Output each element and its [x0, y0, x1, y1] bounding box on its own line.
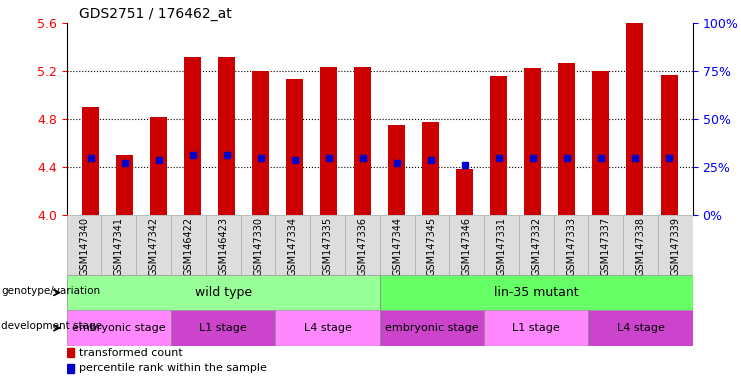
- Text: GSM147339: GSM147339: [671, 217, 680, 276]
- Bar: [345, 215, 379, 275]
- Bar: [67, 364, 74, 372]
- Text: L1 stage: L1 stage: [199, 323, 247, 333]
- Bar: [82, 108, 99, 215]
- Text: GSM147340: GSM147340: [79, 217, 89, 276]
- Bar: [525, 68, 542, 215]
- Bar: [310, 215, 345, 275]
- Text: wild type: wild type: [195, 286, 252, 299]
- Bar: [379, 275, 693, 310]
- Text: GSM147346: GSM147346: [462, 217, 472, 276]
- Bar: [206, 215, 241, 275]
- Text: transformed count: transformed count: [79, 348, 182, 358]
- Text: GSM147330: GSM147330: [253, 217, 263, 276]
- Bar: [660, 75, 677, 215]
- Bar: [67, 275, 379, 310]
- Text: GSM146422: GSM146422: [184, 217, 193, 276]
- Bar: [102, 215, 136, 275]
- Text: GSM147338: GSM147338: [636, 217, 645, 276]
- Bar: [623, 215, 658, 275]
- Text: L4 stage: L4 stage: [617, 323, 665, 333]
- Text: GSM147337: GSM147337: [601, 217, 611, 276]
- Bar: [354, 66, 371, 215]
- Bar: [320, 66, 337, 215]
- Bar: [184, 57, 201, 215]
- Bar: [491, 76, 508, 215]
- Bar: [241, 215, 276, 275]
- Bar: [252, 71, 269, 215]
- Bar: [422, 122, 439, 215]
- Text: GSM147342: GSM147342: [149, 217, 159, 276]
- Text: GSM147335: GSM147335: [322, 217, 333, 276]
- Bar: [484, 310, 588, 346]
- Bar: [171, 215, 206, 275]
- Text: embryonic stage: embryonic stage: [385, 323, 479, 333]
- Text: development stage: development stage: [1, 321, 102, 331]
- Text: GSM147336: GSM147336: [357, 217, 368, 276]
- Text: GSM146423: GSM146423: [219, 217, 228, 276]
- Bar: [626, 23, 643, 215]
- Bar: [388, 126, 405, 215]
- Bar: [150, 117, 167, 215]
- Bar: [593, 71, 609, 215]
- Text: GDS2751 / 176462_at: GDS2751 / 176462_at: [79, 7, 232, 21]
- Bar: [519, 215, 554, 275]
- Text: percentile rank within the sample: percentile rank within the sample: [79, 363, 267, 373]
- Text: lin-35 mutant: lin-35 mutant: [494, 286, 579, 299]
- Text: GSM147344: GSM147344: [392, 217, 402, 276]
- Bar: [456, 169, 473, 215]
- Bar: [658, 215, 693, 275]
- Bar: [67, 215, 102, 275]
- Text: L1 stage: L1 stage: [513, 323, 560, 333]
- Bar: [588, 310, 693, 346]
- Bar: [67, 348, 74, 357]
- Text: GSM147341: GSM147341: [114, 217, 124, 276]
- Text: genotype/variation: genotype/variation: [1, 286, 101, 296]
- Bar: [136, 215, 171, 275]
- Bar: [449, 215, 484, 275]
- Bar: [276, 310, 379, 346]
- Bar: [414, 215, 449, 275]
- Bar: [276, 215, 310, 275]
- Bar: [379, 310, 484, 346]
- Bar: [484, 215, 519, 275]
- Bar: [116, 156, 133, 215]
- Text: GSM147333: GSM147333: [566, 217, 576, 276]
- Bar: [286, 79, 303, 215]
- Text: GSM147334: GSM147334: [288, 217, 298, 276]
- Bar: [554, 215, 588, 275]
- Bar: [171, 310, 276, 346]
- Text: L4 stage: L4 stage: [304, 323, 351, 333]
- Text: embryonic stage: embryonic stage: [72, 323, 166, 333]
- Text: GSM147331: GSM147331: [496, 217, 507, 276]
- Bar: [559, 63, 576, 215]
- Text: GSM147332: GSM147332: [531, 217, 541, 276]
- Text: GSM147345: GSM147345: [427, 217, 437, 276]
- Bar: [67, 310, 171, 346]
- Bar: [588, 215, 623, 275]
- Bar: [379, 215, 414, 275]
- Bar: [218, 57, 235, 215]
